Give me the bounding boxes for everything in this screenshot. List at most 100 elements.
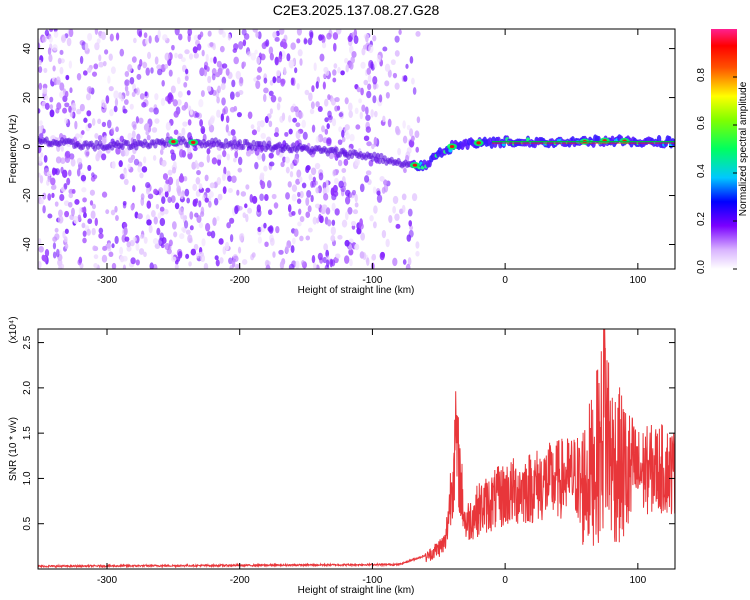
noise-cell bbox=[278, 29, 285, 35]
noise-cell bbox=[269, 79, 274, 86]
noise-cell bbox=[349, 61, 354, 70]
noise-cell bbox=[129, 76, 135, 85]
noise-cell bbox=[154, 243, 161, 249]
snr-series-line bbox=[38, 329, 675, 569]
noise-cell bbox=[63, 182, 68, 190]
noise-cell bbox=[63, 200, 70, 207]
noise-cell bbox=[54, 227, 59, 233]
noise-cell bbox=[55, 76, 61, 85]
noise-cell bbox=[384, 80, 390, 87]
noise-cell bbox=[280, 78, 285, 87]
noise-cell bbox=[264, 116, 269, 124]
noise-cell bbox=[173, 231, 178, 238]
noise-cell bbox=[168, 69, 173, 77]
noise-cell bbox=[80, 174, 87, 182]
noise-cell bbox=[345, 211, 349, 221]
noise-cell bbox=[260, 53, 266, 61]
signal-max-cell bbox=[412, 163, 418, 167]
noise-cell bbox=[130, 204, 135, 210]
noise-cell bbox=[370, 61, 374, 70]
noise-cell bbox=[315, 101, 320, 108]
noise-cell bbox=[405, 63, 409, 69]
noise-cell bbox=[302, 131, 308, 140]
noise-cell bbox=[354, 193, 358, 203]
noise-cell bbox=[82, 230, 87, 237]
noise-cell bbox=[231, 259, 236, 268]
snr-y-label: SNR (10 * v/v) bbox=[8, 417, 19, 481]
noise-cell bbox=[325, 186, 330, 194]
noise-cell bbox=[326, 32, 332, 40]
noise-cell bbox=[131, 121, 137, 128]
noise-cell bbox=[264, 241, 269, 248]
noise-cell bbox=[354, 107, 359, 115]
noise-cell bbox=[129, 103, 134, 110]
noise-cell bbox=[217, 193, 223, 201]
noise-cell bbox=[38, 125, 44, 134]
x-tick-label: 100 bbox=[629, 575, 646, 586]
snr-y-axis: 0.5 1.0 1.5 2.0 2.5 bbox=[22, 335, 675, 531]
noise-cell bbox=[317, 105, 323, 113]
noise-cell bbox=[268, 90, 274, 96]
noise-cell bbox=[64, 210, 70, 218]
noise-cell bbox=[205, 53, 209, 63]
noise-cell bbox=[366, 141, 372, 147]
noise-cell bbox=[66, 37, 72, 47]
noise-cell bbox=[247, 207, 253, 214]
noise-cell bbox=[163, 183, 169, 192]
noise-cell bbox=[349, 258, 353, 267]
noise-cell bbox=[397, 147, 402, 156]
noise-cell bbox=[52, 251, 57, 259]
noise-cell bbox=[372, 75, 378, 85]
noise-cell bbox=[295, 178, 301, 185]
noise-cell bbox=[199, 119, 204, 127]
y-tick-label: 2.5 bbox=[22, 335, 33, 349]
spectrogram-x-axis: -300 -200 -100 0 100 bbox=[97, 29, 647, 286]
noise-cell bbox=[293, 106, 299, 113]
noise-cell bbox=[159, 206, 165, 212]
noise-cell bbox=[49, 29, 54, 32]
noise-cell bbox=[203, 69, 208, 77]
noise-cell bbox=[216, 215, 220, 222]
noise-cell bbox=[56, 102, 62, 110]
noise-cell bbox=[381, 229, 387, 239]
noise-cell bbox=[124, 70, 130, 77]
noise-cell bbox=[252, 29, 258, 33]
noise-cell bbox=[64, 228, 69, 235]
noise-cell bbox=[110, 66, 116, 75]
noise-cell bbox=[247, 111, 253, 119]
noise-cell bbox=[143, 251, 147, 258]
noise-cell bbox=[177, 90, 183, 98]
noise-cell bbox=[250, 52, 257, 61]
noise-cell bbox=[315, 136, 320, 143]
noise-cell bbox=[326, 219, 332, 227]
noise-cell bbox=[409, 128, 414, 137]
noise-cell bbox=[257, 236, 262, 244]
noise-cell bbox=[365, 34, 369, 43]
noise-cell bbox=[183, 81, 188, 88]
noise-cell bbox=[379, 176, 385, 182]
noise-cell bbox=[275, 225, 280, 234]
noise-cell bbox=[87, 164, 92, 171]
colorbar-tick-label: 0.0 bbox=[696, 260, 707, 274]
noise-cell bbox=[92, 245, 97, 252]
noise-cell bbox=[51, 167, 56, 176]
noise-cell bbox=[174, 264, 179, 269]
noise-cell bbox=[318, 172, 324, 181]
noise-cell bbox=[237, 156, 243, 166]
noise-cell bbox=[91, 71, 98, 77]
noise-cell bbox=[111, 243, 115, 249]
noise-cell bbox=[401, 204, 406, 213]
noise-cell bbox=[50, 177, 56, 186]
noise-cell bbox=[60, 145, 64, 152]
noise-cell bbox=[233, 43, 239, 51]
noise-cell bbox=[249, 193, 254, 203]
noise-cell bbox=[144, 91, 148, 97]
noise-cell bbox=[161, 196, 166, 204]
noise-cell bbox=[119, 255, 125, 263]
noise-cell bbox=[268, 46, 274, 55]
noise-cell bbox=[209, 57, 214, 63]
noise-cell bbox=[289, 171, 294, 178]
noise-cell bbox=[333, 42, 337, 52]
noise-cell bbox=[306, 190, 312, 198]
noise-cell bbox=[310, 101, 315, 110]
